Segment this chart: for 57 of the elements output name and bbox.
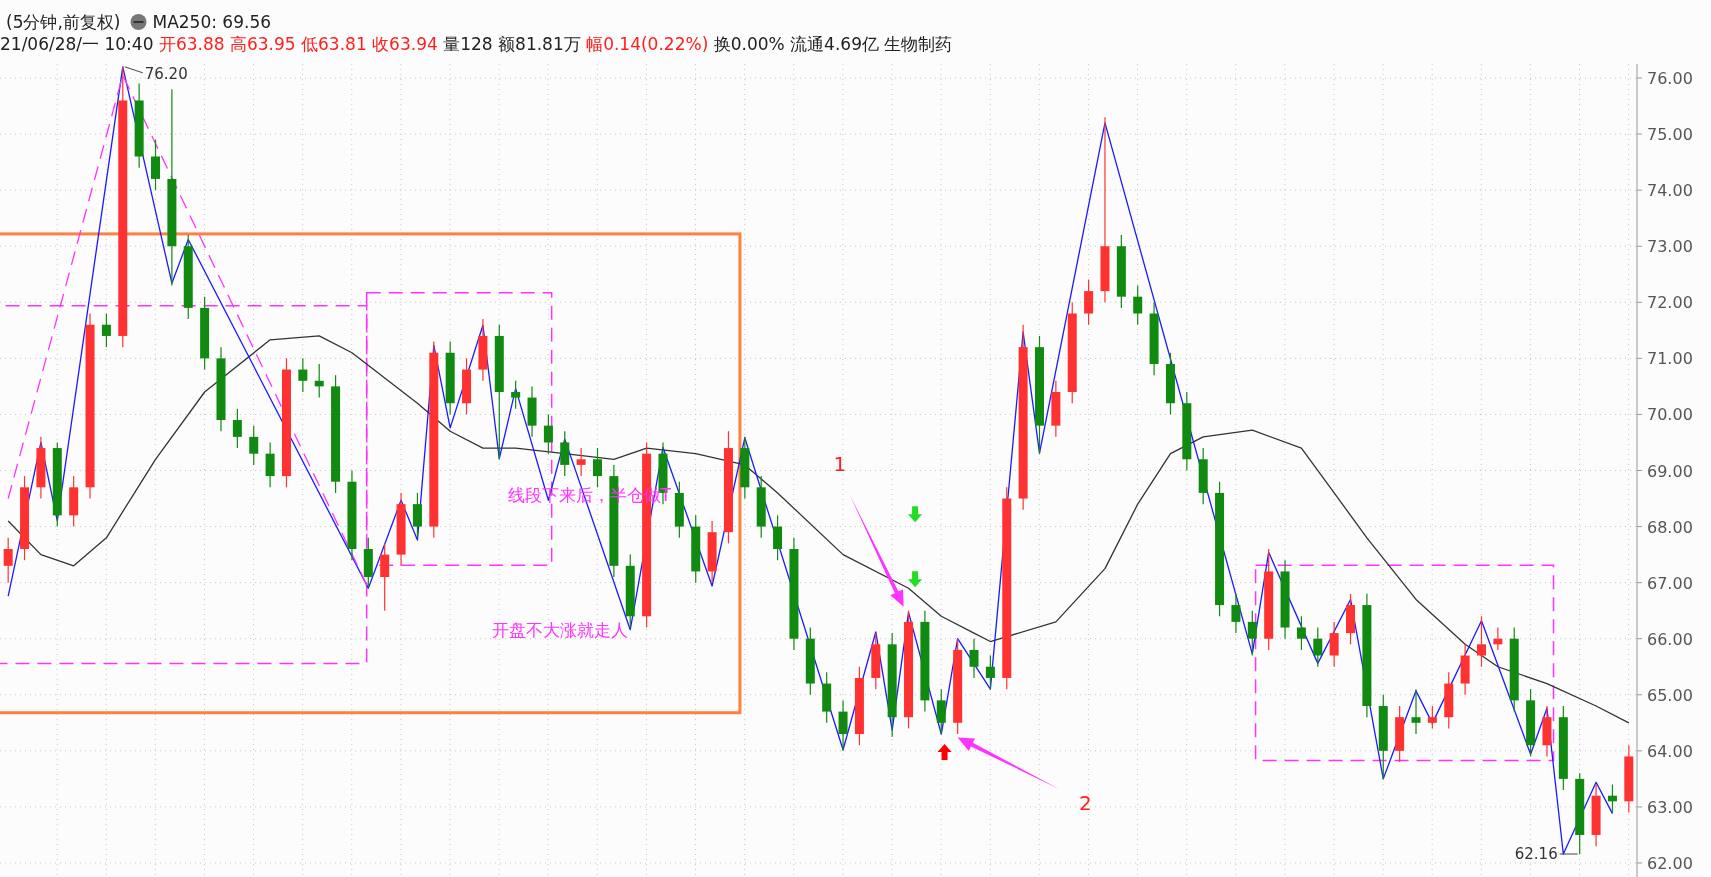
y-tick-label: 71.00 (1647, 349, 1693, 369)
y-tick-label: 75.00 (1647, 125, 1693, 145)
candlestick (560, 430, 570, 477)
candlestick (838, 699, 848, 752)
candlestick (936, 688, 946, 735)
candlestick (101, 312, 111, 348)
y-tick-label: 67.00 (1647, 573, 1693, 593)
annotation: 62.16 (1514, 845, 1558, 864)
candlestick (1476, 615, 1486, 668)
candlestick (232, 408, 242, 449)
candlestick (593, 447, 603, 488)
annotation: 1 (833, 451, 847, 476)
candlestick (412, 492, 422, 539)
candlestick (985, 654, 995, 690)
candlestick (249, 425, 259, 466)
candlestick (1296, 615, 1306, 651)
candlestick (969, 638, 979, 679)
y-tick-label: 64.00 (1647, 741, 1693, 761)
y-tick-label: 70.00 (1647, 405, 1693, 425)
candlestick (3, 537, 13, 584)
y-tick-label: 63.00 (1647, 797, 1693, 817)
candlestick (298, 357, 308, 393)
candlestick (1411, 688, 1421, 735)
candlestick (543, 413, 553, 455)
y-tick-label: 65.00 (1647, 685, 1693, 705)
candlestick (1493, 626, 1503, 651)
line-series (7, 335, 1630, 724)
candlestick (1427, 705, 1437, 730)
chart-title: (5分钟,前复权) (6, 12, 121, 32)
candlestick (1607, 783, 1617, 814)
annotation: 开盘不大涨就走人 (491, 619, 628, 640)
candlestick (1133, 284, 1143, 326)
y-tick-label: 72.00 (1647, 293, 1693, 313)
candlestick (1231, 593, 1241, 634)
y-tick-label: 69.00 (1647, 461, 1693, 481)
y-tick-label: 68.00 (1647, 517, 1693, 537)
candlestick (1313, 626, 1323, 668)
y-tick-label: 73.00 (1647, 237, 1693, 257)
y-tick-label: 74.00 (1647, 181, 1693, 201)
candlestick (1084, 279, 1094, 326)
candlestick (1329, 621, 1339, 668)
y-tick-label: 76.00 (1647, 69, 1693, 89)
candlestick (265, 441, 275, 488)
legend: MA250: 69.56 (130, 12, 272, 32)
candlestick (380, 542, 390, 612)
candlestick (511, 380, 521, 410)
annotation: 2 (1078, 790, 1092, 815)
y-tick-label: 62.00 (1647, 853, 1693, 873)
candlestick (773, 514, 783, 561)
text: 21/06/28/一 10:40 开63.88 高63.95 低63.81 收63.94 量128 额81.81万 幅0.14(0.22%) 换0.00% 流通4.69亿 生物制药 (0, 34, 953, 54)
candlestick (314, 363, 324, 399)
y-tick-label: 66.00 (1647, 629, 1693, 649)
legend-label: MA250: 69.56 (152, 12, 272, 32)
candlestick (576, 447, 586, 477)
candlestick (151, 139, 161, 191)
annotation: 76.20 (144, 64, 188, 83)
candlestick (1247, 610, 1257, 657)
